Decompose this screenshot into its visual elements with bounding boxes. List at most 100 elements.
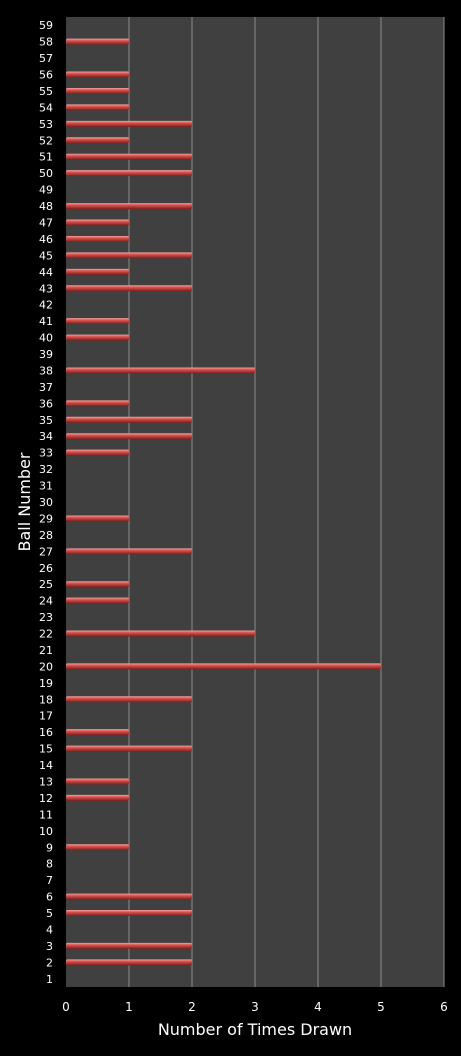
y-tick-label: 10 [39, 825, 53, 838]
y-tick-label: 37 [39, 381, 53, 394]
y-tick-label: 47 [39, 217, 53, 230]
y-tick-label: 2 [46, 956, 53, 969]
x-tick-label: 4 [314, 1000, 322, 1014]
bar [66, 38, 129, 45]
y-tick-label: 44 [39, 266, 53, 279]
bar [66, 548, 192, 555]
bar [66, 942, 192, 949]
y-tick-label: 18 [39, 693, 53, 706]
y-axis-label: Ball Number [15, 452, 34, 551]
bar [66, 959, 192, 966]
x-tick-label: 2 [188, 1000, 196, 1014]
bar [66, 433, 192, 440]
y-tick-label: 16 [39, 726, 53, 739]
bar [66, 745, 192, 752]
y-tick-label: 20 [39, 660, 53, 673]
y-tick-label: 28 [39, 529, 53, 542]
x-tick-label: 3 [251, 1000, 259, 1014]
x-tick-label: 5 [377, 1000, 385, 1014]
bar [66, 663, 381, 670]
y-tick-label: 30 [39, 496, 53, 509]
y-tick-label: 48 [39, 200, 53, 213]
bar [66, 449, 129, 456]
y-tick-labels: 1234567891011121314151617181920212223242… [39, 19, 53, 986]
bar [66, 334, 129, 341]
y-tick-label: 41 [39, 315, 53, 328]
y-tick-label: 25 [39, 578, 53, 591]
bar [66, 252, 192, 259]
bar [66, 104, 129, 111]
y-tick-label: 36 [39, 397, 53, 410]
y-tick-label: 4 [46, 923, 53, 936]
bar [66, 318, 129, 325]
y-tick-label: 39 [39, 348, 53, 361]
bar [66, 844, 129, 851]
y-tick-label: 9 [46, 841, 53, 854]
gridlines [128, 17, 445, 987]
x-tick-label: 0 [62, 1000, 70, 1014]
x-tick-label: 1 [125, 1000, 133, 1014]
bar [66, 268, 129, 275]
bar [66, 597, 129, 604]
bar [66, 367, 255, 374]
y-tick-label: 12 [39, 792, 53, 805]
y-tick-label: 23 [39, 611, 53, 624]
bar [66, 235, 129, 242]
y-tick-label: 51 [39, 151, 53, 164]
y-tick-label: 35 [39, 414, 53, 427]
y-tick-label: 29 [39, 512, 53, 525]
bar [66, 910, 192, 917]
y-tick-label: 15 [39, 743, 53, 756]
y-tick-label: 17 [39, 710, 53, 723]
y-tick-label: 21 [39, 644, 53, 657]
y-tick-label: 3 [46, 940, 53, 953]
x-tick-label: 6 [440, 1000, 448, 1014]
bar [66, 794, 129, 801]
bar [66, 203, 192, 210]
y-tick-label: 34 [39, 430, 53, 443]
bar [66, 285, 192, 292]
y-tick-label: 50 [39, 167, 53, 180]
y-tick-label: 53 [39, 118, 53, 131]
bar [66, 71, 129, 78]
y-tick-label: 13 [39, 775, 53, 788]
y-tick-label: 11 [39, 808, 53, 821]
bar [66, 137, 129, 144]
y-tick-label: 5 [46, 907, 53, 920]
y-tick-label: 24 [39, 595, 53, 608]
bar [66, 87, 129, 94]
bar [66, 630, 255, 637]
y-tick-label: 42 [39, 299, 53, 312]
y-tick-label: 43 [39, 282, 53, 295]
y-tick-label: 19 [39, 677, 53, 690]
bars [66, 38, 381, 966]
y-tick-label: 27 [39, 545, 53, 558]
y-tick-label: 8 [46, 858, 53, 871]
bar [66, 581, 129, 588]
bar [66, 219, 129, 226]
bar [66, 515, 129, 522]
y-tick-label: 31 [39, 480, 53, 493]
y-tick-label: 59 [39, 19, 53, 32]
bar [66, 729, 129, 736]
y-tick-label: 45 [39, 249, 53, 262]
y-tick-label: 58 [39, 36, 53, 49]
y-tick-label: 57 [39, 52, 53, 65]
y-tick-label: 1 [46, 973, 53, 986]
y-tick-label: 7 [46, 874, 53, 887]
y-tick-label: 22 [39, 628, 53, 641]
bar [66, 696, 192, 703]
bar [66, 893, 192, 900]
y-tick-label: 55 [39, 85, 53, 98]
x-tick-labels: 0 1 2 3 4 5 6 [62, 1000, 448, 1014]
y-tick-label: 56 [39, 69, 53, 82]
y-tick-label: 54 [39, 101, 53, 114]
y-tick-label: 40 [39, 332, 53, 345]
y-tick-label: 26 [39, 562, 53, 575]
bar [66, 120, 192, 127]
bar [66, 416, 192, 423]
bar [66, 153, 192, 160]
y-tick-label: 6 [46, 891, 53, 904]
